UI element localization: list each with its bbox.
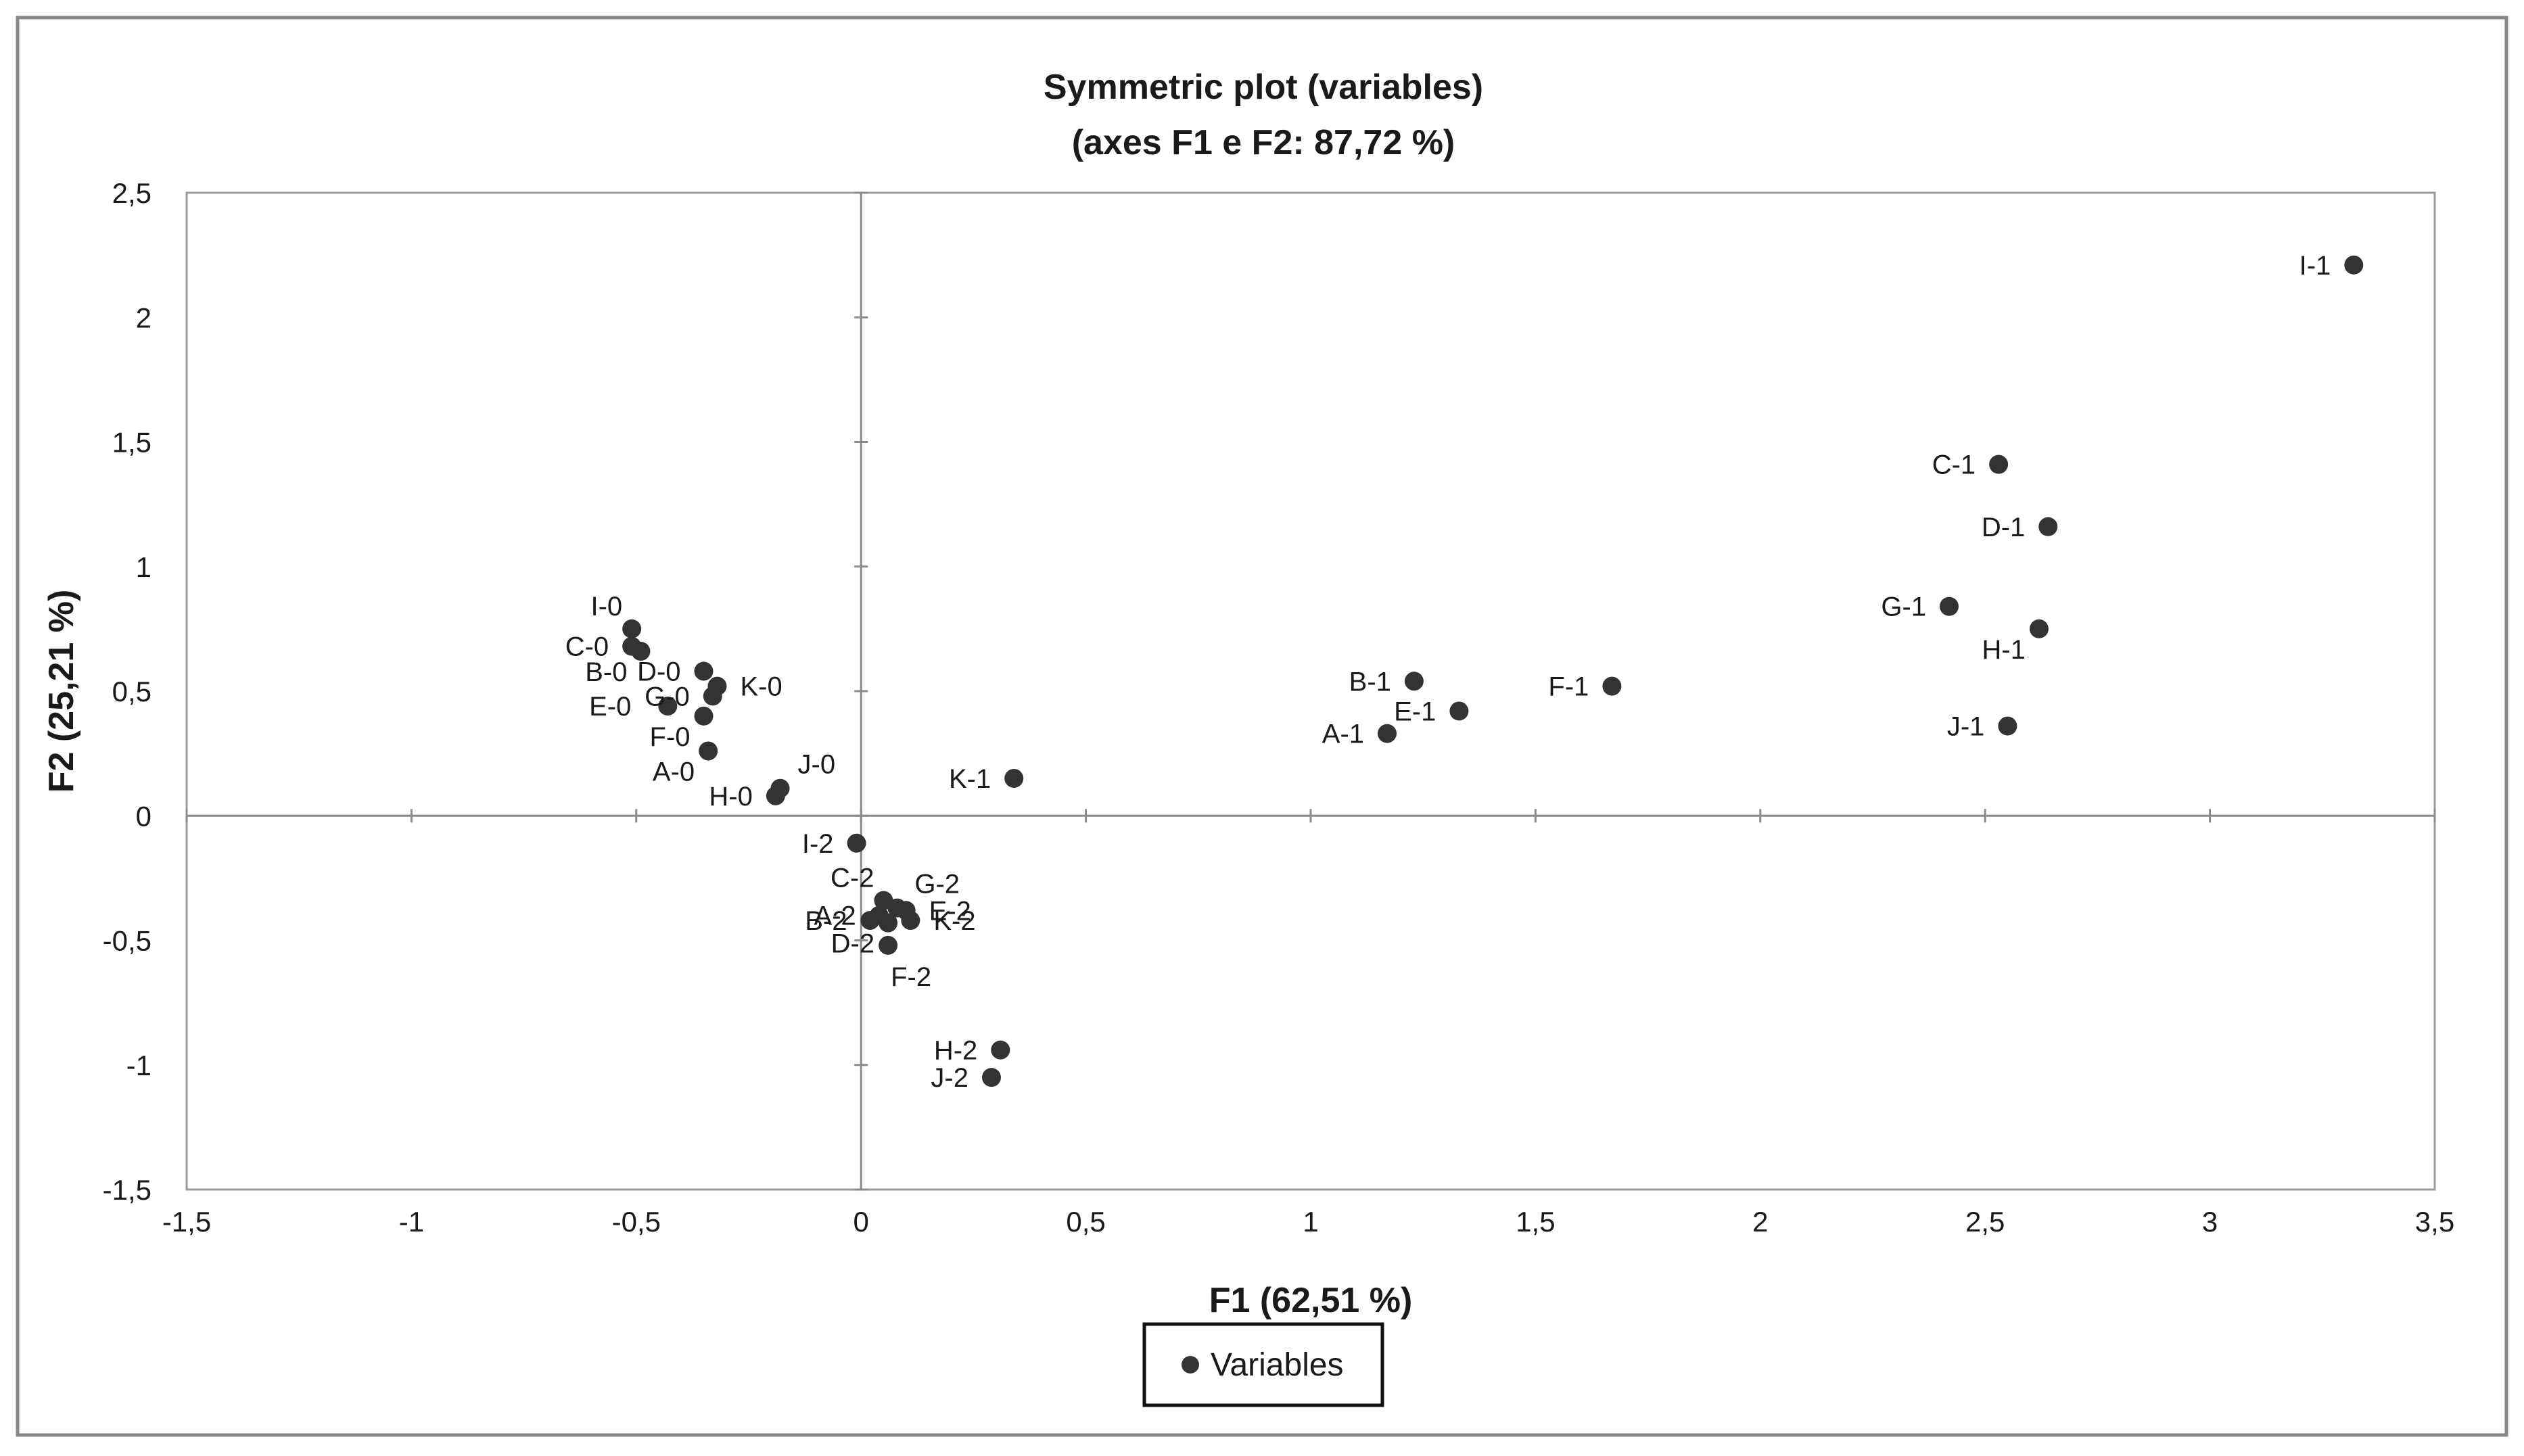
point-label-c-2: C-2 [831,864,874,893]
x-tick-label: 3,5 [2415,1206,2454,1238]
point-label-c-0: C-0 [565,632,609,662]
point-i-2 [847,833,866,853]
point-label-a-0: A-0 [653,757,695,786]
point-label-i-1: I-1 [2299,251,2331,281]
point-label-f-1: F-1 [1548,672,1589,702]
point-label-e-0: E-0 [589,692,631,722]
point-label-h-2: H-2 [934,1036,977,1066]
point-j-1 [1998,716,2017,736]
point-label-d-0: D-0 [637,657,680,687]
point-label-e-2: E-2 [929,896,971,926]
point-label-f-2: F-2 [891,962,931,992]
point-f-2 [879,935,898,955]
y-tick-label: -1 [126,1050,151,1081]
point-f-0 [694,706,714,726]
x-tick-label: 3 [2202,1206,2218,1238]
chart-subtitle: (axes F1 e F2: 87,72 %) [1072,123,1455,162]
point-label-j-1: J-1 [1947,712,1985,742]
point-k-2 [901,911,920,931]
point-label-g-0: G-0 [645,682,690,711]
point-label-k-2: K-2 [933,906,975,936]
point-label-a-1: A-1 [1322,720,1364,749]
point-d-1 [2038,517,2058,536]
point-label-g-1: G-1 [1881,592,1926,622]
point-j-2 [981,1068,1001,1087]
legend: Variables [1142,1322,1384,1407]
point-e-0 [658,697,678,716]
point-label-b-2: B-2 [805,906,847,936]
tick-labels: -1,5 -1 -0,5 0 0,5 1 1,5 2 2,5 3 3,5 -1,5 -1 -0,5 0 0,5… [103,177,2455,1238]
point-label-j-2: J-2 [931,1063,968,1093]
point-label-h-0: H-0 [709,782,752,812]
point-label-b-0: B-0 [585,657,627,687]
point-k-1 [1004,768,1024,788]
x-tick-label: 2,5 [1965,1206,2005,1238]
point-label-k-1: K-1 [949,764,991,794]
x-tick-label: 0 [854,1206,869,1238]
y-axis-label: F2 (25,21 %) [42,590,81,793]
point-label-e-1: E-1 [1394,697,1436,726]
axes [185,191,2436,1191]
point-label-c-1: C-1 [1932,450,1976,480]
point-i-0 [622,619,642,638]
point-c-1 [1989,454,2009,474]
point-b-2 [860,911,880,931]
y-tick-label: 0 [136,800,151,832]
x-tick-label: 1 [1303,1206,1318,1238]
point-label-a-2: A-2 [814,901,856,931]
point-a-0 [699,741,718,761]
point-i-1 [2344,255,2364,275]
point-h-2 [991,1040,1010,1060]
legend-entry-variables: Variables [1211,1347,1344,1383]
x-tick-label: -1 [399,1206,424,1238]
point-g-1 [1940,596,1959,616]
y-tick-label: 0,5 [112,676,151,707]
point-d-0 [694,661,714,681]
point-b-0 [631,642,651,661]
point-b-1 [1404,672,1424,691]
point-label-f-0: F-0 [650,722,691,752]
point-a-1 [1378,724,1397,743]
point-label-h-1: H-1 [1982,635,2026,665]
point-f-1 [1602,676,1622,696]
y-tick-label: 2,5 [112,177,151,209]
point-h-0 [766,786,785,805]
point-label-d-1: D-1 [1982,513,2025,542]
point-labels: I-1C-1D-1G-1H-1J-1B-1 F-1E-1A-1K-1I-0C-0B… [565,251,2331,1093]
point-label-d-2: D-2 [831,929,874,959]
x-tick-label: 2 [1752,1206,1768,1238]
point-label-k-0: K-0 [740,672,782,702]
legend-marker [1182,1356,1199,1373]
point-label-j-0: J-0 [798,750,836,780]
x-tick-label: -1,5 [162,1206,211,1238]
plot-area [185,191,2436,1191]
point-label-i-2: I-2 [802,829,834,859]
point-label-g-2: G-2 [914,870,960,899]
point-d-2 [879,913,898,933]
chart-title: Symmetric plot (variables) [1044,68,1483,107]
point-e-1 [1449,701,1469,721]
point-label-i-0: I-0 [590,592,622,621]
y-tick-label: 1 [136,551,151,583]
y-tick-label: -0,5 [103,925,151,957]
x-tick-label: -0,5 [612,1206,661,1238]
data-points [622,255,2364,1087]
x-tick-label: 0,5 [1066,1206,1105,1238]
x-axis-label: F1 (62,51 %) [1209,1281,1413,1320]
y-tick-label: 1,5 [112,427,151,459]
point-label-b-1: B-1 [1349,667,1391,697]
x-tick-label: 1,5 [1516,1206,1555,1238]
y-tick-label: 2 [136,302,151,333]
point-h-1 [2029,619,2049,638]
y-tick-label: -1,5 [103,1174,151,1206]
point-g-0 [703,686,722,706]
